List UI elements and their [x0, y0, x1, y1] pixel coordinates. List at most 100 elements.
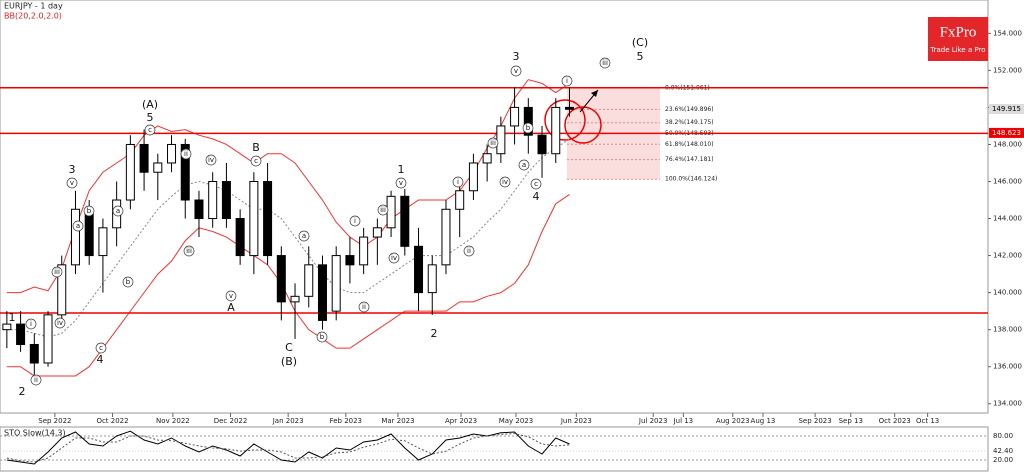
- wave-label: 2: [19, 385, 26, 398]
- candle-body: [263, 180, 273, 257]
- wave-circle: [499, 176, 511, 188]
- wave-circle: [298, 230, 310, 242]
- candle-body: [249, 180, 259, 257]
- logo-name: FxPro: [940, 24, 977, 40]
- candle-body: [16, 323, 26, 345]
- y-tick-label: 136.000: [993, 363, 1022, 371]
- candle-body: [455, 190, 465, 210]
- wave-circle: [522, 122, 534, 134]
- wave-label-circled: c: [99, 344, 103, 352]
- candle-body: [194, 199, 204, 220]
- wave-label-circled: a: [302, 232, 306, 240]
- wave-circle: [54, 317, 66, 329]
- y-tick-label: 148.000: [993, 140, 1022, 148]
- candle-body: [386, 195, 396, 229]
- wave-label-circled: ii: [184, 150, 188, 158]
- x-tick-label: May 2023: [499, 417, 534, 425]
- wave-label: A: [227, 301, 235, 314]
- x-tick-label: Apr 2023: [445, 417, 477, 425]
- arrow-head: [591, 90, 598, 97]
- highlight-circle: [564, 106, 602, 144]
- wave-label: (C): [632, 36, 648, 49]
- candle-body: [208, 180, 218, 220]
- wave-label-circled: b: [87, 207, 92, 215]
- x-tick-label: Sep 2022: [38, 417, 71, 425]
- wave-circle: [180, 148, 192, 160]
- wave-circle: [183, 245, 195, 257]
- wave-circle: [250, 155, 262, 167]
- y-tick-label: 140.000: [993, 289, 1022, 297]
- indicator-label: BB(20,2.0,2.0): [4, 12, 62, 21]
- x-tick-label: Feb 2023: [330, 417, 362, 425]
- bb-middle: [6, 138, 570, 338]
- candle-body: [468, 162, 478, 192]
- candle-body: [98, 227, 108, 257]
- x-tick-label: Nov 2022: [156, 417, 190, 425]
- stoch-tick-label: 20.00: [993, 456, 1013, 464]
- candle-body: [290, 295, 300, 303]
- price-panel: [0, 0, 989, 414]
- wave-label-circled: b: [126, 278, 131, 286]
- candle-body: [29, 343, 39, 364]
- y-tick-label: 134.000: [993, 400, 1022, 408]
- wave-label-circled: iii: [54, 268, 60, 276]
- wave-label-circled: c: [148, 126, 152, 134]
- x-tick-label: Jun 2023: [560, 417, 592, 425]
- fib-label: 23.6%(149.896): [665, 106, 714, 113]
- y-tick-label: 138.000: [993, 326, 1022, 334]
- x-tick-label: Oct 2023: [879, 417, 911, 425]
- wave-circle: [83, 205, 95, 217]
- price-box: [989, 127, 1024, 138]
- x-tick-label: Jul 2023: [638, 417, 668, 425]
- wave-label-circled: v: [514, 67, 518, 75]
- fib-label: 76.4%(147.181): [665, 156, 714, 163]
- wave-circle: [25, 318, 37, 330]
- candle-body: [221, 180, 231, 220]
- candle-body: [57, 264, 67, 316]
- wave-circle: [72, 220, 84, 232]
- wave-circle: [561, 75, 573, 87]
- candle-body: [551, 106, 561, 155]
- wave-circle: [225, 290, 237, 302]
- wave-label: 4: [97, 353, 104, 366]
- candle-body: [537, 134, 547, 155]
- candle-body: [180, 143, 190, 201]
- wave-circle: [377, 204, 389, 216]
- wave-label-circled: iii: [490, 139, 496, 147]
- wave-label-circled: v: [70, 179, 74, 187]
- wave-label-circled: ii: [362, 303, 366, 311]
- wave-label-circled: a: [522, 161, 526, 169]
- fib-label: 38.2%(149.175): [665, 119, 714, 126]
- wave-label: 5: [147, 111, 154, 124]
- wave-label-circled: b: [320, 333, 325, 341]
- candle-body: [317, 264, 327, 321]
- candle-body: [510, 106, 520, 127]
- wave-circle: [66, 177, 78, 189]
- y-tick-label: 144.000: [993, 215, 1022, 223]
- candle-body: [235, 218, 245, 257]
- candle-body: [153, 162, 163, 173]
- stoch-k: [6, 430, 570, 465]
- candle-body: [564, 106, 574, 110]
- wave-circle: [122, 276, 134, 288]
- x-tick-label: Jul 13: [673, 417, 694, 425]
- x-tick-label: Mar 2023: [381, 417, 414, 425]
- wave-label-circled: c: [254, 157, 258, 165]
- wave-label-circled: ii: [467, 247, 471, 255]
- stochastic-title: STO Slow(14,3): [4, 429, 66, 438]
- wave-circle: [112, 205, 124, 217]
- wave-label: 1: [9, 311, 16, 324]
- wave-circle: [205, 154, 217, 166]
- candle-body: [276, 255, 286, 303]
- wave-label-circled: iii: [186, 247, 192, 255]
- candle-body: [359, 236, 369, 266]
- fib-label: 100.0%(146.124): [665, 176, 717, 183]
- wave-label-circled: b: [526, 124, 531, 132]
- wave-label: C: [285, 341, 293, 354]
- x-tick-label: Sep 2023: [798, 417, 831, 425]
- chart-title: EURJPY - 1 day: [4, 2, 63, 11]
- candle-body: [125, 143, 135, 201]
- y-tick-label: 146.000: [993, 177, 1022, 185]
- candle-body: [43, 314, 53, 364]
